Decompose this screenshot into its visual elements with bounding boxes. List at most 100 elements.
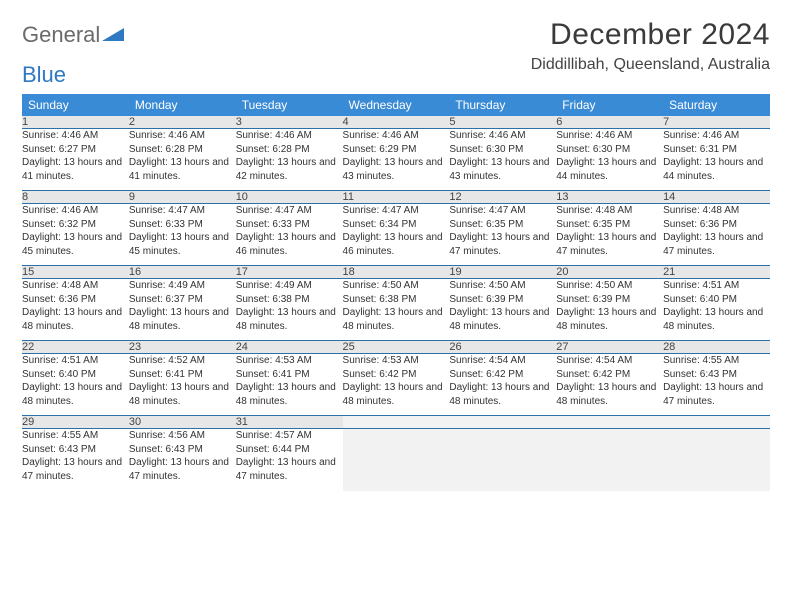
day-number-cell: 23 <box>129 341 236 354</box>
daylight-line: Daylight: 13 hours and 41 minutes. <box>22 156 129 183</box>
daylight-line: Daylight: 13 hours and 48 minutes. <box>22 381 129 408</box>
sunrise-line: Sunrise: 4:47 AM <box>129 204 236 218</box>
day-number-cell: 27 <box>556 341 663 354</box>
day-header: Saturday <box>663 94 770 116</box>
sunrise-line: Sunrise: 4:48 AM <box>663 204 770 218</box>
daylight-line: Daylight: 13 hours and 47 minutes. <box>663 381 770 408</box>
day-detail-cell: Sunrise: 4:46 AMSunset: 6:28 PMDaylight:… <box>236 129 343 191</box>
day-number-cell: 21 <box>663 266 770 279</box>
daylight-line: Daylight: 13 hours and 48 minutes. <box>236 381 343 408</box>
day-number-cell: 6 <box>556 116 663 129</box>
brand-part2: Blue <box>22 62 66 87</box>
day-detail-cell: Sunrise: 4:53 AMSunset: 6:42 PMDaylight:… <box>343 354 450 416</box>
daylight-line: Daylight: 13 hours and 46 minutes. <box>236 231 343 258</box>
daylight-line: Daylight: 13 hours and 44 minutes. <box>663 156 770 183</box>
sunrise-line: Sunrise: 4:47 AM <box>449 204 556 218</box>
day-detail-cell: Sunrise: 4:51 AMSunset: 6:40 PMDaylight:… <box>663 279 770 341</box>
sunrise-line: Sunrise: 4:46 AM <box>22 204 129 218</box>
sunrise-line: Sunrise: 4:46 AM <box>236 129 343 143</box>
day-detail-cell: Sunrise: 4:46 AMSunset: 6:29 PMDaylight:… <box>343 129 450 191</box>
day-number-cell: 30 <box>129 416 236 429</box>
sunrise-line: Sunrise: 4:46 AM <box>22 129 129 143</box>
sunset-line: Sunset: 6:38 PM <box>236 293 343 307</box>
day-detail-cell <box>556 429 663 491</box>
day-detail-cell: Sunrise: 4:47 AMSunset: 6:34 PMDaylight:… <box>343 204 450 266</box>
sunset-line: Sunset: 6:36 PM <box>663 218 770 232</box>
daylight-line: Daylight: 13 hours and 43 minutes. <box>449 156 556 183</box>
day-detail-cell: Sunrise: 4:46 AMSunset: 6:32 PMDaylight:… <box>22 204 129 266</box>
day-detail-cell: Sunrise: 4:55 AMSunset: 6:43 PMDaylight:… <box>663 354 770 416</box>
day-number-cell: 16 <box>129 266 236 279</box>
sunset-line: Sunset: 6:43 PM <box>22 443 129 457</box>
day-header: Monday <box>129 94 236 116</box>
sunset-line: Sunset: 6:42 PM <box>449 368 556 382</box>
day-detail-cell: Sunrise: 4:46 AMSunset: 6:30 PMDaylight:… <box>556 129 663 191</box>
daylight-line: Daylight: 13 hours and 48 minutes. <box>22 306 129 333</box>
daylight-line: Daylight: 13 hours and 48 minutes. <box>236 306 343 333</box>
daylight-line: Daylight: 13 hours and 48 minutes. <box>556 381 663 408</box>
day-detail-cell: Sunrise: 4:54 AMSunset: 6:42 PMDaylight:… <box>449 354 556 416</box>
day-number-cell <box>449 416 556 429</box>
sunset-line: Sunset: 6:33 PM <box>129 218 236 232</box>
daylight-line: Daylight: 13 hours and 48 minutes. <box>556 306 663 333</box>
day-number-cell <box>663 416 770 429</box>
day-number-cell: 2 <box>129 116 236 129</box>
sunrise-line: Sunrise: 4:49 AM <box>129 279 236 293</box>
day-detail-cell: Sunrise: 4:48 AMSunset: 6:36 PMDaylight:… <box>663 204 770 266</box>
daylight-line: Daylight: 13 hours and 48 minutes. <box>343 306 450 333</box>
sunrise-line: Sunrise: 4:52 AM <box>129 354 236 368</box>
day-detail-cell: Sunrise: 4:46 AMSunset: 6:27 PMDaylight:… <box>22 129 129 191</box>
sunset-line: Sunset: 6:36 PM <box>22 293 129 307</box>
day-detail-cell <box>663 429 770 491</box>
sunset-line: Sunset: 6:43 PM <box>129 443 236 457</box>
day-detail-cell: Sunrise: 4:47 AMSunset: 6:33 PMDaylight:… <box>129 204 236 266</box>
day-detail-cell: Sunrise: 4:56 AMSunset: 6:43 PMDaylight:… <box>129 429 236 491</box>
sunset-line: Sunset: 6:31 PM <box>663 143 770 157</box>
day-number-cell: 3 <box>236 116 343 129</box>
sunrise-line: Sunrise: 4:48 AM <box>556 204 663 218</box>
sunrise-line: Sunrise: 4:46 AM <box>343 129 450 143</box>
daylight-line: Daylight: 13 hours and 47 minutes. <box>22 456 129 483</box>
day-detail-cell <box>343 429 450 491</box>
day-detail-cell: Sunrise: 4:50 AMSunset: 6:39 PMDaylight:… <box>556 279 663 341</box>
day-number-cell: 24 <box>236 341 343 354</box>
sunrise-line: Sunrise: 4:55 AM <box>22 429 129 443</box>
brand-logo: General <box>22 18 126 48</box>
day-detail-cell: Sunrise: 4:46 AMSunset: 6:31 PMDaylight:… <box>663 129 770 191</box>
day-number-cell: 1 <box>22 116 129 129</box>
sunrise-line: Sunrise: 4:51 AM <box>663 279 770 293</box>
day-detail-cell: Sunrise: 4:46 AMSunset: 6:30 PMDaylight:… <box>449 129 556 191</box>
sunset-line: Sunset: 6:41 PM <box>236 368 343 382</box>
day-number-cell: 4 <box>343 116 450 129</box>
sunrise-line: Sunrise: 4:56 AM <box>129 429 236 443</box>
sunset-line: Sunset: 6:38 PM <box>343 293 450 307</box>
location-label: Diddillibah, Queensland, Australia <box>531 56 770 74</box>
sunset-line: Sunset: 6:40 PM <box>22 368 129 382</box>
day-number-cell: 12 <box>449 191 556 204</box>
sunrise-line: Sunrise: 4:47 AM <box>343 204 450 218</box>
day-number-cell: 18 <box>343 266 450 279</box>
day-number-cell: 7 <box>663 116 770 129</box>
day-header: Tuesday <box>236 94 343 116</box>
sunset-line: Sunset: 6:33 PM <box>236 218 343 232</box>
sunrise-line: Sunrise: 4:46 AM <box>449 129 556 143</box>
daylight-line: Daylight: 13 hours and 47 minutes. <box>129 456 236 483</box>
daylight-line: Daylight: 13 hours and 47 minutes. <box>663 231 770 258</box>
day-detail-cell: Sunrise: 4:55 AMSunset: 6:43 PMDaylight:… <box>22 429 129 491</box>
day-number-cell: 28 <box>663 341 770 354</box>
sunset-line: Sunset: 6:28 PM <box>129 143 236 157</box>
day-detail-cell: Sunrise: 4:49 AMSunset: 6:37 PMDaylight:… <box>129 279 236 341</box>
sunrise-line: Sunrise: 4:51 AM <box>22 354 129 368</box>
sunset-line: Sunset: 6:42 PM <box>556 368 663 382</box>
sunset-line: Sunset: 6:29 PM <box>343 143 450 157</box>
daylight-line: Daylight: 13 hours and 44 minutes. <box>556 156 663 183</box>
brand-part1: General <box>22 22 100 48</box>
day-number-cell: 5 <box>449 116 556 129</box>
daylight-line: Daylight: 13 hours and 45 minutes. <box>129 231 236 258</box>
sunrise-line: Sunrise: 4:46 AM <box>663 129 770 143</box>
daylight-line: Daylight: 13 hours and 48 minutes. <box>343 381 450 408</box>
day-detail-cell: Sunrise: 4:48 AMSunset: 6:35 PMDaylight:… <box>556 204 663 266</box>
sunset-line: Sunset: 6:39 PM <box>449 293 556 307</box>
daylight-line: Daylight: 13 hours and 47 minutes. <box>236 456 343 483</box>
day-number-cell: 19 <box>449 266 556 279</box>
